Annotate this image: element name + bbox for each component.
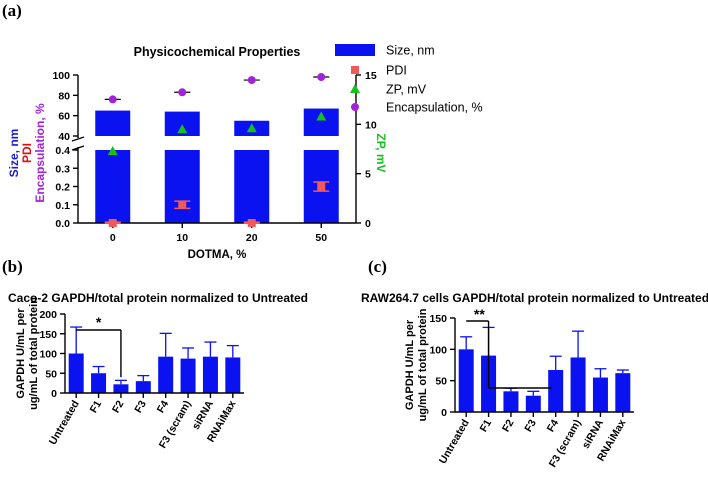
- y-tick-label-top: 100: [52, 70, 70, 82]
- significance-marker: **: [474, 306, 485, 322]
- panel-label-a: (a): [2, 1, 22, 20]
- y-tick-label-bottom: 0.3: [55, 163, 70, 175]
- legend-zp-swatch: [350, 84, 360, 93]
- y-tick-label: 50: [435, 376, 447, 388]
- zp-point: [246, 123, 257, 133]
- x-tick-label: Untreated: [47, 399, 82, 447]
- legend-encapsulation-swatch: [351, 103, 359, 111]
- y-tick-label-top: 80: [58, 90, 70, 102]
- y-axis-label: PDI: [20, 143, 34, 163]
- x-tick-label: F4: [545, 417, 562, 434]
- bar: [180, 358, 196, 393]
- x-tick-label: F4: [155, 398, 172, 415]
- legend-size-label: Size, nm: [386, 44, 435, 58]
- y2-axis-label: ZP, mV: [374, 133, 388, 172]
- y-axis-label: Size, nm: [7, 129, 21, 178]
- bar: [503, 391, 519, 412]
- chart-c-title: RAW264.7 cells GAPDH/total protein norma…: [361, 291, 708, 305]
- bar: [225, 357, 241, 393]
- bar: [158, 356, 174, 393]
- y-axis-label: GAPDH U/mL per: [15, 308, 27, 399]
- chart-a-title: Physicochemical Properties: [134, 45, 301, 59]
- x-tick-label: 50: [315, 232, 327, 244]
- y-axis-label: Encapsulation, %: [33, 103, 47, 203]
- bar: [615, 373, 631, 412]
- bar: [525, 395, 541, 412]
- x-tick-label: F1: [478, 417, 495, 434]
- x-axis-label: DOTMA, %: [188, 249, 247, 261]
- encapsulation-point: [247, 76, 256, 85]
- y-axis-label: ug/mL of total protein: [28, 297, 40, 410]
- size-bar-lower: [164, 150, 200, 223]
- bar: [570, 357, 586, 412]
- legend-encapsulation-label: Encapsulation, %: [386, 101, 483, 115]
- size-bar-lower: [234, 150, 270, 223]
- encapsulation-point: [178, 88, 187, 97]
- bar: [458, 349, 474, 412]
- encapsulation-point: [108, 95, 117, 104]
- legend-pdi-swatch: [351, 66, 359, 74]
- y-tick-label-bottom: 0.2: [55, 182, 70, 194]
- panel-label-b: (b): [2, 257, 23, 276]
- pdi-point: [108, 219, 117, 227]
- y2-tick-label: 10: [365, 119, 377, 131]
- x-tick-label: Untreated: [437, 418, 472, 466]
- chart-b-title: Caco-2 GAPDH/total protein normalized to…: [8, 291, 308, 305]
- y-tick-label: 100: [39, 349, 57, 361]
- x-tick-label: F2: [500, 417, 517, 434]
- x-tick-label: 0: [110, 232, 116, 244]
- x-tick-label: F2: [110, 398, 127, 415]
- legend-zp-label: ZP, mV: [386, 83, 427, 97]
- y2-tick-label: 5: [365, 169, 371, 181]
- y-tick-label-bottom: 0.4: [55, 145, 70, 157]
- bar: [135, 381, 151, 393]
- bar: [202, 356, 218, 393]
- pdi-point: [247, 219, 256, 227]
- y-tick-label: 150: [39, 329, 57, 341]
- y-tick-label: 0: [51, 388, 57, 400]
- pdi-point: [317, 182, 326, 191]
- chart-b: Caco-2 GAPDH/total protein normalized to…: [8, 291, 308, 450]
- bar: [592, 377, 608, 412]
- y-axis-label: ug/mL of total protein: [417, 308, 429, 421]
- pdi-point: [178, 200, 187, 209]
- chart-a: Physicochemical Properties4060801000.00.…: [7, 44, 483, 262]
- y-axis-label: GAPDH U/mL per: [404, 319, 416, 410]
- x-tick-label: F1: [88, 398, 105, 415]
- bar: [548, 370, 564, 412]
- y-tick-label-bottom: 0.1: [55, 200, 70, 212]
- encapsulation-point: [317, 73, 326, 82]
- y-tick-label: 150: [429, 313, 447, 325]
- y-tick-label-top: 40: [58, 131, 70, 143]
- size-bar: [95, 110, 131, 136]
- bar: [68, 353, 84, 393]
- axis-break-mark: [71, 136, 85, 142]
- chart-c: RAW264.7 cells GAPDH/total protein norma…: [361, 291, 708, 469]
- x-tick-label: 10: [176, 232, 188, 244]
- x-tick-label: 20: [246, 232, 258, 244]
- legend-pdi-label: PDI: [386, 64, 407, 78]
- x-tick-label: F3: [522, 417, 539, 434]
- zp-point: [177, 124, 188, 134]
- y-tick-label-bottom: 0.0: [55, 218, 70, 230]
- significance-marker: *: [96, 314, 102, 330]
- zp-point: [316, 111, 327, 121]
- bar: [91, 373, 107, 393]
- y-tick-label: 100: [429, 344, 447, 356]
- y2-tick-label: 15: [365, 70, 377, 82]
- size-bar-lower: [95, 150, 131, 223]
- panel-label-c: (c): [368, 257, 387, 276]
- legend-size-swatch: [335, 44, 375, 56]
- y2-tick-label: 0: [365, 218, 371, 230]
- bar: [113, 384, 129, 393]
- zp-point: [107, 145, 118, 155]
- y-tick-label: 0: [441, 407, 447, 419]
- x-tick-label: F3: [132, 398, 149, 415]
- y-tick-label: 200: [39, 309, 57, 321]
- y-tick-label-top: 60: [58, 111, 70, 123]
- y-tick-label: 50: [45, 368, 57, 380]
